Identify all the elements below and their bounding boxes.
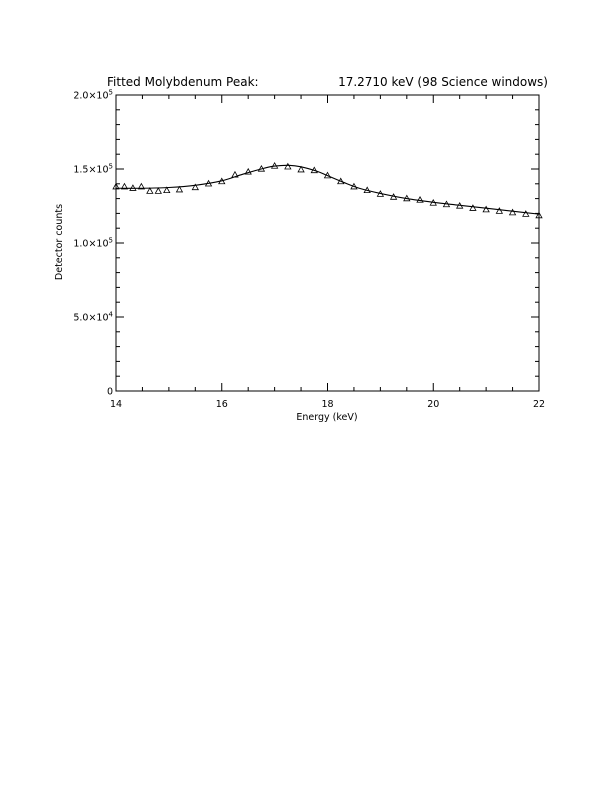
y-tick-exponent: 5 [109, 237, 113, 245]
y-tick-mantissa: 0 [107, 387, 113, 398]
x-tick-label: 22 [533, 399, 545, 410]
y-tick-label: 1.0×105 [73, 237, 113, 250]
chart-title-left: Fitted Molybdenum Peak: [107, 75, 259, 89]
y-tick-mantissa: 5.0×10 [73, 313, 108, 324]
x-tick-label: 14 [110, 399, 122, 410]
data-point [120, 182, 129, 190]
plot-frame [115, 94, 540, 392]
y-tick-exponent: 5 [109, 163, 113, 171]
y-axis-label: Detector counts [54, 204, 65, 280]
data-point [163, 186, 171, 194]
data-point [146, 187, 154, 194]
y-tick-exponent: 5 [109, 89, 113, 97]
y-tick-mantissa: 1.5×10 [73, 165, 108, 176]
x-axis-label: Energy (keV) [296, 412, 357, 423]
data-point [191, 183, 199, 191]
data-point [297, 165, 305, 173]
data-point [495, 207, 504, 214]
data-point [469, 204, 477, 211]
data-point [244, 167, 252, 175]
x-tick-label: 16 [216, 399, 228, 410]
data-point [154, 187, 162, 194]
axis-ticks [115, 94, 540, 392]
data-point [112, 182, 120, 190]
y-tick-label: 0 [107, 387, 113, 398]
data-point [522, 210, 530, 217]
data-point [535, 211, 543, 219]
data-point [416, 196, 424, 203]
x-tick-label: 18 [321, 399, 333, 410]
y-tick-label: 1.5×105 [73, 163, 113, 176]
x-tick-label: 20 [427, 399, 439, 410]
series-layer [112, 162, 543, 219]
y-tick-label: 5.0×104 [73, 311, 113, 324]
data-point [482, 205, 490, 213]
y-tick-label: 2.0×105 [73, 89, 113, 102]
data-point [284, 162, 292, 170]
y-tick-mantissa: 1.0×10 [73, 239, 108, 250]
fit-curve [115, 164, 540, 215]
y-tick-exponent: 4 [109, 311, 114, 319]
data-point [175, 185, 184, 193]
data-point [137, 182, 146, 190]
data-point [508, 208, 517, 216]
x-tick-labels: 14 16 18 20 22 [110, 399, 545, 410]
chart-title-right: 17.2710 keV (98 Science windows) [338, 75, 548, 89]
y-tick-mantissa: 2.0×10 [73, 91, 108, 102]
